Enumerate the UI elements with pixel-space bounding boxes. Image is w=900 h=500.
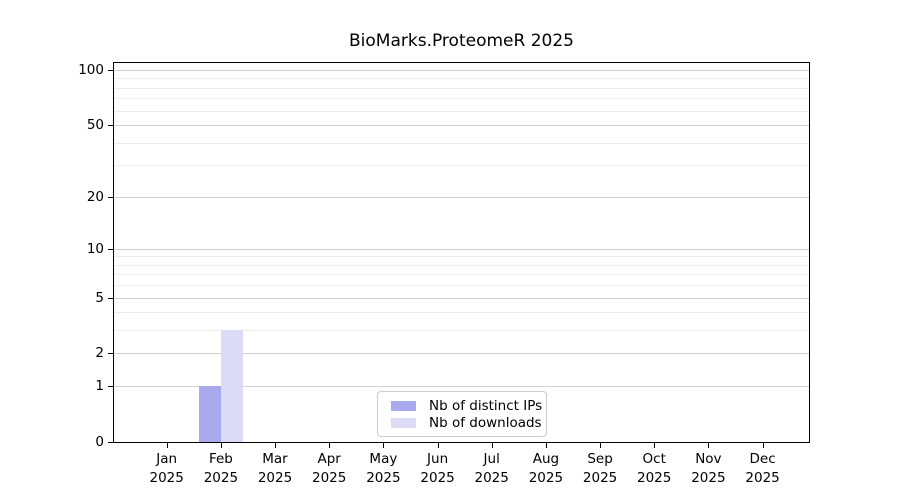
x-tick-year: 2025 (366, 469, 401, 486)
x-tick-label-jan: Jan 2025 (136, 450, 198, 487)
y-gridline-major-20 (114, 196, 809, 198)
y-tick-label-5: 5 (95, 289, 104, 306)
x-tick-year: 2025 (582, 469, 618, 486)
y-gridline-minor-3 (114, 330, 809, 332)
y-tick-label-50: 50 (86, 117, 104, 134)
x-tick-month: Aug (532, 451, 560, 467)
y-tick-label-10: 10 (86, 240, 104, 257)
x-tick-month: Mar (262, 451, 288, 467)
y-gridline-minor-30 (114, 165, 809, 167)
y-tick-5 (108, 297, 113, 299)
x-tick-label-sep: Sep 2025 (569, 450, 631, 487)
x-tick-month: Apr (317, 451, 341, 467)
y-tick-50 (108, 125, 113, 127)
y-gridline-major-5 (114, 297, 809, 299)
x-tick-apr (329, 443, 331, 448)
x-tick-month: Jan (156, 451, 178, 467)
y-tick-20 (108, 196, 113, 198)
x-tick-month: Oct (642, 451, 666, 467)
x-tick-oct (654, 443, 656, 448)
y-gridline-minor-40 (114, 142, 809, 144)
x-tick-year: 2025 (691, 469, 726, 486)
y-gridline-major-2 (114, 353, 809, 355)
x-tick-label-may: May 2025 (352, 450, 414, 487)
x-tick-year: 2025 (257, 469, 293, 486)
y-gridline-major-10 (114, 248, 809, 250)
x-tick-may (383, 443, 385, 448)
y-gridline-minor-8 (114, 264, 809, 266)
x-tick-label-jul: Jul 2025 (461, 450, 523, 487)
x-tick-year: 2025 (420, 469, 455, 486)
y-tick-1 (108, 386, 113, 388)
y-tick-label-2: 2 (95, 345, 104, 362)
y-tick-0 (108, 442, 113, 443)
x-tick-year: 2025 (149, 469, 184, 486)
y-tick-label-0: 0 (95, 434, 104, 450)
legend-label-distinct-ips: Nb of distinct IPs (429, 397, 543, 414)
bar-nb-of-downloads-feb (220, 330, 243, 442)
x-tick-jul (491, 443, 493, 448)
x-tick-month: Dec (749, 451, 776, 467)
x-tick-aug (545, 443, 547, 448)
legend-entry-distinct-ips: Nb of distinct IPs (378, 397, 546, 414)
legend-entry-downloads: Nb of downloads (378, 414, 546, 431)
y-gridline-major-100 (114, 70, 809, 71)
y-gridline-major-1 (114, 386, 809, 388)
x-tick-label-apr: Apr 2025 (298, 450, 360, 487)
y-gridline-minor-7 (114, 274, 809, 276)
x-tick-feb (220, 443, 222, 448)
x-tick-year: 2025 (474, 469, 509, 486)
y-tick-label-100: 100 (78, 62, 104, 78)
x-tick-year: 2025 (528, 469, 564, 486)
x-tick-nov (708, 443, 710, 448)
x-tick-dec (762, 443, 764, 448)
legend: Nb of distinct IPs Nb of downloads (377, 391, 547, 437)
legend-label-downloads: Nb of downloads (429, 414, 542, 431)
y-tick-label-1: 1 (95, 378, 104, 395)
x-tick-label-oct: Oct 2025 (623, 450, 685, 487)
y-gridline-minor-9 (114, 256, 809, 258)
x-tick-month: Sep (587, 451, 613, 467)
x-tick-year: 2025 (312, 469, 347, 486)
y-gridline-minor-70 (114, 98, 809, 100)
y-gridline-minor-80 (114, 87, 809, 89)
y-tick-label-20: 20 (86, 188, 104, 205)
y-tick-100 (108, 70, 113, 71)
x-tick-label-nov: Nov 2025 (677, 450, 739, 487)
chart-title: BioMarks.ProteomeR 2025 (349, 31, 574, 51)
y-gridline-minor-6 (114, 285, 809, 287)
x-tick-month: Feb (208, 451, 233, 467)
x-tick-label-dec: Dec 2025 (732, 450, 794, 487)
y-tick-2 (108, 353, 113, 355)
y-tick-10 (108, 248, 113, 250)
x-tick-month: Jul (483, 451, 500, 467)
plot-area (113, 62, 810, 443)
x-tick-year: 2025 (745, 469, 780, 486)
bar-nb-of-distinct-ips-feb (198, 386, 221, 442)
legend-swatch-downloads (391, 417, 416, 428)
x-tick-label-aug: Aug 2025 (515, 450, 577, 487)
x-tick-label-jun: Jun 2025 (407, 450, 469, 487)
y-gridline-minor-60 (114, 110, 809, 112)
x-tick-year: 2025 (637, 469, 672, 486)
x-tick-label-mar: Mar 2025 (244, 450, 306, 487)
y-gridline-major-50 (114, 125, 809, 127)
x-tick-month: May (369, 451, 398, 467)
y-gridline-minor-4 (114, 312, 809, 314)
legend-swatch-distinct-ips (391, 400, 416, 411)
x-tick-label-feb: Feb 2025 (190, 450, 252, 487)
x-tick-jan (166, 443, 168, 448)
x-tick-month: Nov (695, 451, 722, 467)
x-tick-jun (437, 443, 439, 448)
x-tick-month: Jun (427, 451, 449, 467)
x-tick-year: 2025 (203, 469, 239, 486)
x-tick-sep (600, 443, 602, 448)
x-tick-mar (275, 443, 276, 448)
y-gridline-minor-90 (114, 78, 809, 80)
